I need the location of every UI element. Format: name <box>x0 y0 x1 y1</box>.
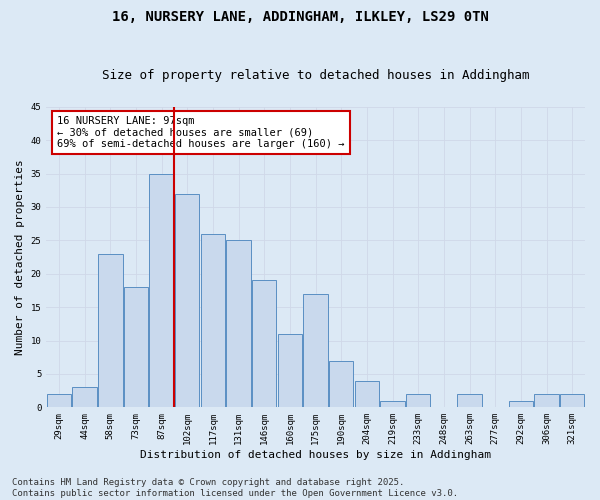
Bar <box>278 334 302 407</box>
Y-axis label: Number of detached properties: Number of detached properties <box>15 159 25 355</box>
Bar <box>73 388 97 407</box>
Bar <box>457 394 482 407</box>
Bar <box>124 287 148 408</box>
Bar <box>304 294 328 408</box>
Title: Size of property relative to detached houses in Addingham: Size of property relative to detached ho… <box>102 69 529 82</box>
Bar <box>201 234 225 408</box>
Bar <box>406 394 430 407</box>
Bar <box>252 280 277 407</box>
Bar <box>98 254 122 408</box>
Bar <box>175 194 199 408</box>
Bar <box>226 240 251 408</box>
X-axis label: Distribution of detached houses by size in Addingham: Distribution of detached houses by size … <box>140 450 491 460</box>
Text: Contains HM Land Registry data © Crown copyright and database right 2025.
Contai: Contains HM Land Registry data © Crown c… <box>12 478 458 498</box>
Bar <box>355 380 379 407</box>
Bar <box>380 400 405 407</box>
Bar <box>149 174 174 408</box>
Bar <box>535 394 559 407</box>
Bar <box>560 394 584 407</box>
Bar <box>509 400 533 407</box>
Bar <box>329 360 353 408</box>
Bar <box>47 394 71 407</box>
Text: 16 NURSERY LANE: 97sqm
← 30% of detached houses are smaller (69)
69% of semi-det: 16 NURSERY LANE: 97sqm ← 30% of detached… <box>57 116 344 149</box>
Text: 16, NURSERY LANE, ADDINGHAM, ILKLEY, LS29 0TN: 16, NURSERY LANE, ADDINGHAM, ILKLEY, LS2… <box>112 10 488 24</box>
